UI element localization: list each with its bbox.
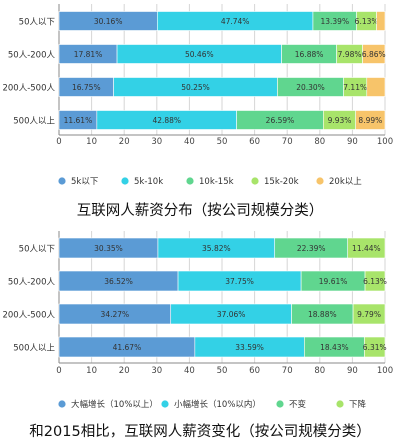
chart-2-legend-swatch: [161, 400, 169, 408]
chart-1-data-label: 11.61%: [64, 116, 93, 125]
chart-2-tick-label: 0: [56, 366, 61, 376]
chart-2-data-label: 18.43%: [320, 343, 349, 352]
chart-2-title: 和2015相比，互联网人薪资变化（按公司规模分类）: [29, 424, 371, 440]
chart-1-tick-label: 60: [249, 137, 260, 147]
chart-2-legend-swatch: [336, 400, 344, 408]
chart-2-data-label: 37.75%: [225, 277, 254, 286]
chart-2-data-label: 33.59%: [235, 343, 264, 352]
chart-2-tick-label: 60: [249, 366, 260, 376]
chart-1-data-label: 8.99%: [358, 116, 382, 125]
chart-2-data-label: 30.35%: [94, 244, 123, 253]
chart-1-bar-segment: [376, 11, 386, 31]
chart-2-data-label: 34.27%: [101, 310, 130, 319]
chart-1-legend-swatch: [121, 177, 129, 185]
chart-2-data-label: 36.52%: [104, 277, 133, 286]
chart-1-tick-label: 0: [56, 137, 61, 147]
chart-2-bar-segment: [364, 336, 386, 358]
chart-2-category-label: 50人-200人: [8, 278, 56, 288]
chart-1-tick-label: 70: [282, 137, 293, 147]
chart-1-data-label: 47.74%: [221, 17, 250, 26]
chart-1-data-label: 16.75%: [72, 83, 101, 92]
chart-1-data-label: 50.25%: [181, 83, 210, 92]
chart-1-data-label: 30.16%: [94, 17, 123, 26]
chart-1-legend-label: 5k以下: [71, 177, 99, 187]
chart-1-title: 互联网人薪资分布（按公司规模分类）: [76, 203, 324, 219]
chart-2-tick-label: 10: [86, 366, 97, 376]
chart-1-data-label: 6.86%: [362, 50, 386, 59]
chart-1-legend-swatch: [186, 177, 194, 185]
chart-1-data-label: 26.59%: [266, 116, 295, 125]
chart-2-legend-swatch: [58, 400, 66, 408]
chart-2-tick-label: 70: [282, 366, 293, 376]
chart-1-category-label: 50人-200人: [8, 51, 56, 61]
chart-1-data-label: 7.11%: [343, 83, 367, 92]
chart-2-category-label: 200人-500人: [2, 311, 55, 321]
chart-2-tick-label: 100: [377, 366, 393, 376]
chart-2-data-label: 37.06%: [217, 310, 246, 319]
chart-2-bar-segment: [347, 237, 386, 259]
chart-2-data-label: 35.82%: [202, 244, 231, 253]
chart-1-bar-segment: [366, 77, 386, 97]
chart-1-data-label: 9.93%: [328, 116, 352, 125]
chart-2-data-label: 22.39%: [297, 244, 326, 253]
chart-2-data-label: 19.61%: [319, 277, 348, 286]
chart-1-tick-label: 10: [86, 137, 97, 147]
chart-1-legend-swatch: [316, 177, 324, 185]
chart-2-tick-label: 20: [119, 366, 130, 376]
chart-1-tick-label: 50: [217, 137, 228, 147]
chart-2-legend-label: 大幅增长（10%以上）: [71, 399, 158, 410]
chart-1-tick-label: 30: [151, 137, 162, 147]
chart-2-data-label: 18.88%: [308, 310, 337, 319]
chart-1-legend-label: 10k-15k: [199, 177, 234, 187]
chart-1-data-label: 17.81%: [74, 50, 103, 59]
chart-1-data-label: 42.88%: [152, 116, 181, 125]
chart-2-bar-segment: [352, 303, 386, 325]
chart-1-category-label: 50人以下: [19, 18, 56, 28]
chart-2-data-label: 9.79%: [357, 310, 381, 319]
chart-1-legend-swatch: [58, 177, 66, 185]
chart-2-bar-segment: [364, 270, 386, 292]
chart-1-legend-label: 15k-20k: [264, 177, 299, 187]
chart-1-data-label: 13.39%: [320, 17, 349, 26]
chart-1-data-label: 20.30%: [296, 83, 325, 92]
chart-1-category-label: 200人-500人: [2, 84, 55, 94]
chart-1-data-label: 7.98%: [338, 50, 362, 59]
chart-2-tick-label: 90: [347, 366, 358, 376]
chart-1-tick-label: 40: [184, 137, 195, 147]
chart-1-tick-label: 20: [119, 137, 130, 147]
chart-1-tick-label: 80: [314, 137, 325, 147]
chart-2-data-label: 6.31%: [363, 343, 387, 352]
chart-2-category-label: 50人以下: [19, 245, 56, 255]
chart-2-legend-label: 不变: [289, 399, 307, 410]
chart-2-category-label: 500人以上: [13, 344, 55, 354]
chart-2-tick-label: 30: [151, 366, 162, 376]
chart-2-tick-label: 40: [184, 366, 195, 376]
chart-1-legend-label: 20k以上: [329, 177, 362, 187]
chart-2-data-label: 6.13%: [363, 277, 387, 286]
chart-1-tick-label: 90: [347, 137, 358, 147]
chart-2-legend-swatch: [276, 400, 284, 408]
chart-1-data-label: 16.88%: [295, 50, 324, 59]
chart-1-legend-swatch: [251, 177, 259, 185]
chart-2-legend-label: 下降: [349, 399, 367, 410]
chart-2-tick-label: 80: [314, 366, 325, 376]
chart-1-data-label: 50.46%: [185, 50, 214, 59]
chart-2-legend-label: 小幅增长（10%以内）: [174, 399, 261, 410]
chart-1-legend-label: 5k-10k: [134, 177, 163, 187]
chart-1-data-label: 6.13%: [355, 17, 379, 26]
chart-2-tick-label: 50: [217, 366, 228, 376]
chart-2-data-label: 41.67%: [113, 343, 142, 352]
chart-1-category-label: 500人以上: [13, 117, 55, 127]
chart-1-bar-segment: [362, 44, 386, 64]
chart-1-tick-label: 100: [377, 137, 393, 147]
chart-1-bar-segment: [355, 110, 386, 130]
chart-2-data-label: 11.44%: [352, 244, 381, 253]
